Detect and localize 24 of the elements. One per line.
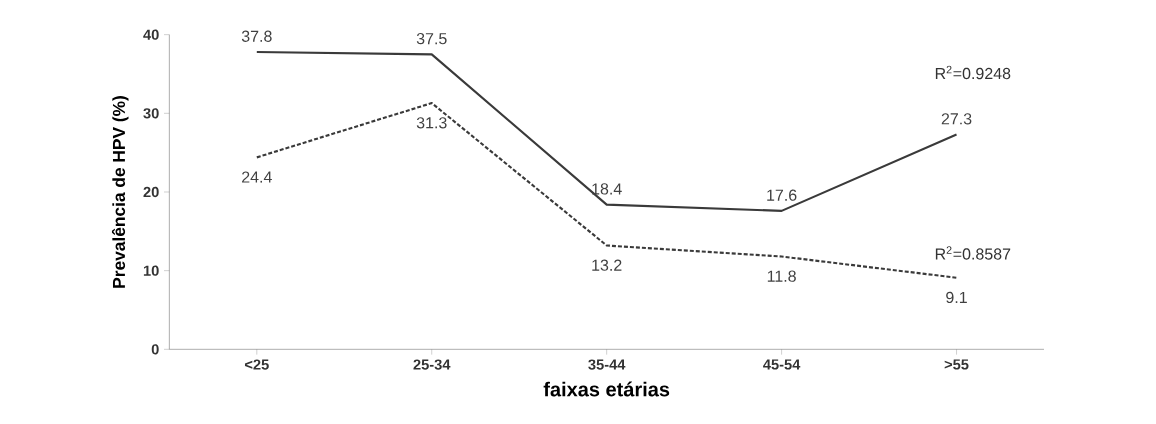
data-label: 27.3 xyxy=(941,113,972,125)
x-tick-label: 45-54 xyxy=(763,359,801,370)
data-label: 11.8 xyxy=(767,270,796,282)
y-axis-title: Prevalência de HPV (%) xyxy=(111,96,129,288)
y-tick-label: 40 xyxy=(143,29,159,40)
data-label: 37.8 xyxy=(241,30,272,42)
annotation: R$^{2}$=0.9248 xyxy=(935,65,1011,80)
x-tick-label: 25-34 xyxy=(413,359,451,370)
data-label: 24.4 xyxy=(242,171,272,183)
data-label: 9.1 xyxy=(946,291,967,304)
y-tick-label: 30 xyxy=(143,108,159,119)
y-tick-label: 20 xyxy=(143,186,159,198)
data-label: 31.3 xyxy=(416,117,447,129)
data-label: 18.4 xyxy=(592,183,622,195)
data-label: 37.5 xyxy=(416,32,447,45)
x-axis-title: faixas etárias xyxy=(543,381,670,397)
y-tick-label: 0 xyxy=(151,344,159,355)
x-tick-label: <25 xyxy=(244,359,269,370)
annotation: R$^{2}$=0.8587 xyxy=(935,246,1011,260)
x-tick-label: >55 xyxy=(944,359,969,370)
data-label: 17.6 xyxy=(767,189,797,201)
data-label: 13.2 xyxy=(592,259,622,271)
y-tick-label: 10 xyxy=(143,265,159,276)
x-tick-label: 35-44 xyxy=(588,359,626,370)
